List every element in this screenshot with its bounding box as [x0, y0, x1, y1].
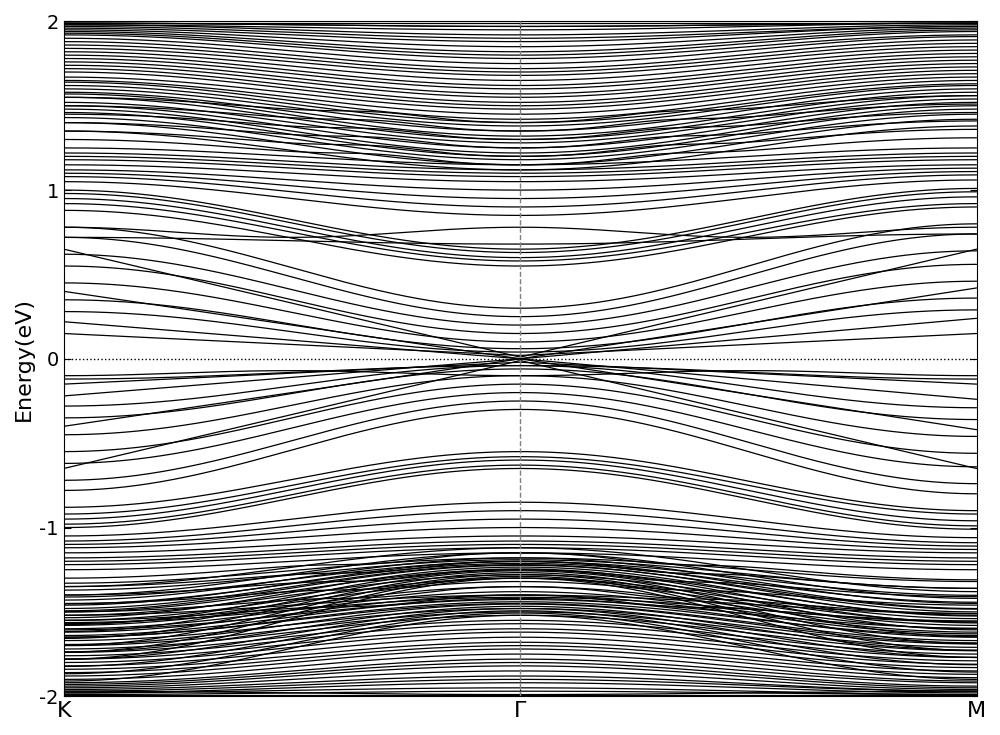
Y-axis label: Energy(eV): Energy(eV) [14, 297, 34, 421]
